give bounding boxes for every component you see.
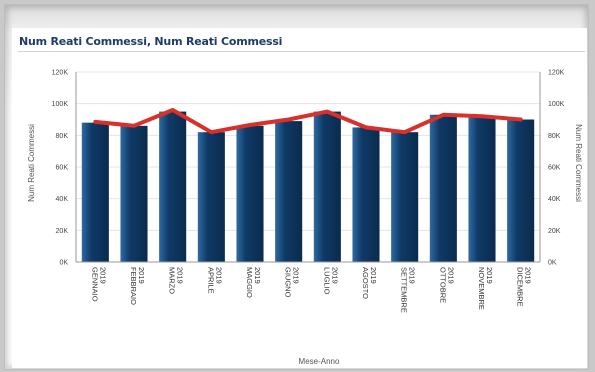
y2-tick-label: 80K <box>548 133 561 140</box>
axis-layer: 0K 0K 20K 20K 40K 40K 60K 60K 80K 80K 100K 100K 120K… <box>52 70 565 313</box>
bar-layer <box>81 111 535 263</box>
x-tick-label: MAGGIO 2019 <box>245 267 262 298</box>
y2-tick-label: 120K <box>548 70 565 77</box>
y2-tick-label: 60K <box>548 165 561 172</box>
x-axis-label: Mese-Anno <box>299 357 340 366</box>
bar <box>197 132 225 262</box>
line-point <box>519 118 523 121</box>
line-point <box>364 125 368 129</box>
y-tick-label: 60K <box>56 165 69 172</box>
x-tick-label-month: NOVEMBRE <box>477 267 486 310</box>
x-tick-label-year: 2019 <box>446 267 455 284</box>
chart-title: Num Reati Commessi, Num Reati Commessi <box>19 35 283 48</box>
x-tick-label: OTTOBRE 2019 <box>438 267 455 303</box>
line-point <box>209 130 213 134</box>
x-tick-label-year: 2019 <box>137 267 146 284</box>
x-tick-label: SETTEMBRE 2019 <box>400 267 417 313</box>
bar <box>507 119 535 262</box>
bar <box>468 116 496 262</box>
y-tick-label: 80K <box>56 133 69 140</box>
x-tick-label-year: 2019 <box>253 267 262 284</box>
line-series <box>93 108 523 135</box>
x-tick-label-year: 2019 <box>98 267 107 284</box>
x-tick-label-month: GIUGNO <box>284 267 293 298</box>
y-tick-label: 100K <box>52 101 69 108</box>
x-tick-label-year: 2019 <box>485 267 494 284</box>
y-tick-label: 0K <box>59 260 68 267</box>
x-tick-label-month: LUGLIO <box>322 267 331 295</box>
bar <box>81 122 109 263</box>
y-axis-label: Num Reati Commessi <box>27 124 36 202</box>
x-tick-label-month: MAGGIO <box>245 267 254 298</box>
y2-axis-label: Num Reati Commessi <box>574 124 583 202</box>
x-tick-label-year: 2019 <box>524 267 533 284</box>
line-layer <box>93 108 523 135</box>
y2-tick-label: 40K <box>548 196 561 203</box>
x-tick-label-year: 2019 <box>292 267 301 284</box>
x-tick-label-year: 2019 <box>330 267 339 284</box>
x-tick-label: DICEMBRE 2019 <box>516 267 533 307</box>
x-tick-label-month: APRILE <box>206 267 215 294</box>
x-tick-label-month: SETTEMBRE <box>400 267 409 313</box>
x-tick-label: FEBBRAIO 2019 <box>129 267 146 305</box>
x-tick-label-month: GENNAIO <box>90 267 99 302</box>
x-tick-label-month: OTTOBRE <box>438 267 447 303</box>
line-point <box>171 108 175 112</box>
x-tick-label: APRILE 2019 <box>206 267 223 294</box>
x-tick-label-month: MARZO <box>168 267 177 294</box>
line-point <box>248 123 252 127</box>
y2-tick-label: 100K <box>548 101 565 108</box>
bar <box>275 121 303 262</box>
x-tick-label: GENNAIO 2019 <box>90 267 107 302</box>
x-tick-label: LUGLIO 2019 <box>322 267 339 295</box>
y2-tick-label: 0K <box>548 260 557 267</box>
x-tick-label-month: DICEMBRE <box>516 267 525 307</box>
x-tick-label: GIUGNO 2019 <box>284 267 301 298</box>
bar <box>391 132 419 262</box>
x-tick-label-year: 2019 <box>408 267 417 284</box>
x-tick-label-month: FEBBRAIO <box>129 267 138 305</box>
y2-tick-label: 20K <box>548 228 561 235</box>
x-tick-label: NOVEMBRE 2019 <box>477 267 494 310</box>
x-tick-label-year: 2019 <box>214 267 223 284</box>
x-tick-label: AGOSTO 2019 <box>361 267 378 299</box>
line-point <box>132 124 136 128</box>
y-tick-label: 120K <box>52 70 69 77</box>
bar <box>352 127 380 263</box>
bar <box>120 125 148 262</box>
bar <box>429 114 457 262</box>
y-tick-label: 20K <box>56 228 69 235</box>
bar <box>236 125 264 262</box>
line-point <box>287 118 291 121</box>
bar <box>313 111 341 262</box>
y-tick-label: 40K <box>56 196 69 203</box>
bar <box>159 111 187 262</box>
x-tick-label: MARZO 2019 <box>168 267 185 294</box>
x-tick-label-month: AGOSTO <box>361 267 370 299</box>
line-point <box>441 113 445 117</box>
line-point <box>93 120 97 124</box>
x-tick-label-year: 2019 <box>369 267 378 284</box>
title-divider <box>18 51 585 52</box>
line-point <box>325 110 329 114</box>
line-point <box>403 130 407 134</box>
line-point <box>480 114 484 118</box>
x-tick-label-year: 2019 <box>176 267 185 284</box>
